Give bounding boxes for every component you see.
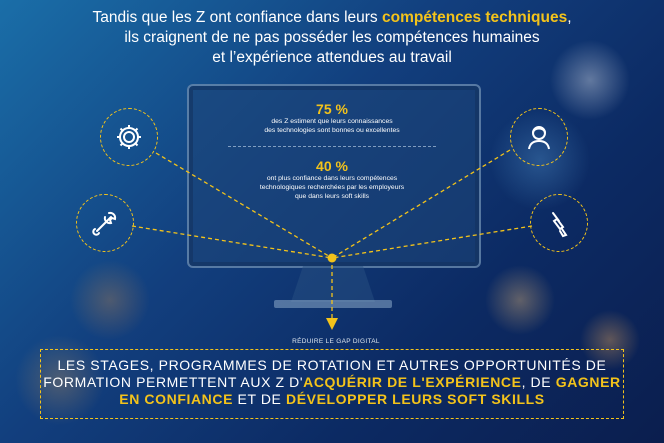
stat-40: 40 % ont plus confiance dans leurs compé… — [190, 158, 474, 201]
footer-highlight: GAGNER — [555, 374, 621, 390]
gear-icon-circle — [100, 108, 158, 166]
footer-highlight: ACQUÉRIR DE L'EXPÉRIENCE — [303, 374, 522, 390]
stat-value: 40 % — [316, 158, 348, 174]
title-line-2: ils craignent de ne pas posséder les com… — [124, 29, 540, 46]
footer-line-1: LES STAGES, PROGRAMMES DE ROTATION ET AU… — [57, 357, 607, 373]
reduce-gap-label: RÉDUIRE LE GAP DIGITAL — [292, 338, 380, 345]
person-icon — [528, 126, 550, 150]
stat-text: des technologies sont bonnes ou excellen… — [264, 127, 400, 134]
stat-text: des Z estiment que leurs connaissances — [271, 118, 393, 125]
title-line-3: et l’expérience attendues au travail — [212, 49, 452, 66]
footer-highlight: DÉVELOPPER LEURS SOFT SKILLS — [286, 391, 545, 407]
footer-box — [40, 349, 624, 419]
footer-text-part: FORMATION PERMETTENT AUX Z D' — [43, 374, 304, 390]
brush-icon-circle — [530, 194, 588, 252]
gear-icon — [117, 125, 141, 149]
stat-text: que dans leurs soft skills — [294, 193, 370, 200]
stat-text: technologiques recherchées par les emplo… — [259, 184, 405, 191]
monitor-base — [274, 300, 392, 308]
stat-text: ont plus confiance dans leurs compétence… — [266, 175, 398, 182]
stat-75: 75 % des Z estiment que leurs connaissan… — [190, 101, 474, 135]
footer-text: LES STAGES, PROGRAMMES DE ROTATION ET AU… — [40, 357, 624, 408]
title-highlight: compétences techniques — [382, 9, 568, 26]
brush-icon — [552, 212, 568, 238]
wrench-icon — [92, 211, 117, 236]
page-title: Tandis que les Z ont confiance dans leur… — [0, 8, 664, 68]
footer-text-part: ET DE — [233, 391, 286, 407]
footer-text-part: , DE — [521, 374, 556, 390]
monitor-stand — [291, 266, 375, 302]
monitor-screen — [187, 84, 481, 268]
title-text-1: Tandis que les Z ont confiance dans leur… — [92, 9, 382, 26]
footer-highlight: EN CONFIANCE — [119, 391, 234, 407]
wrench-icon-circle — [76, 194, 134, 252]
person-icon-circle — [510, 108, 568, 166]
stat-value: 75 % — [316, 101, 348, 117]
stat-divider — [228, 146, 436, 147]
title-text-2: , — [567, 9, 572, 26]
